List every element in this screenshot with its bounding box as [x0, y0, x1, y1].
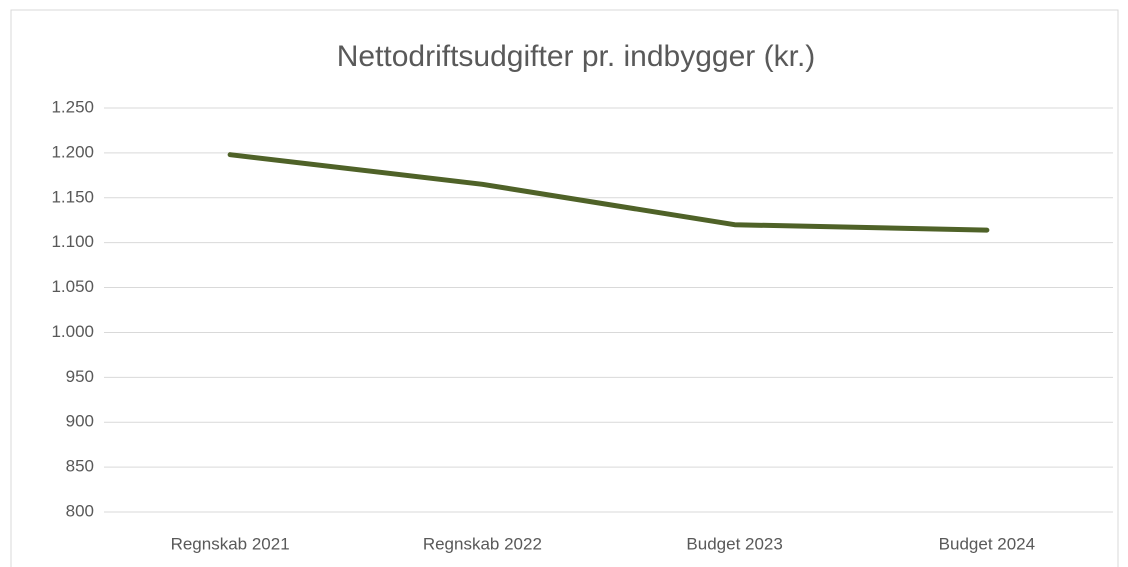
y-tick-label: 1.000: [51, 322, 94, 341]
x-tick-label: Budget 2023: [686, 534, 782, 553]
y-tick-label: 1.100: [51, 232, 94, 251]
y-tick-label: 1.050: [51, 277, 94, 296]
y-tick-label: 800: [66, 501, 94, 520]
y-tick-label: 1.250: [51, 97, 94, 116]
chart-frame: [10, 9, 1119, 567]
chart-title: Nettodriftsudgifter pr. indbygger (kr.): [337, 40, 816, 73]
y-tick-label: 900: [66, 412, 94, 431]
x-tick-label: Budget 2024: [939, 534, 1035, 553]
y-tick-label: 1.200: [51, 142, 94, 161]
x-tick-label: Regnskab 2022: [423, 534, 542, 553]
x-tick-label: Regnskab 2021: [171, 534, 290, 553]
y-tick-label: 850: [66, 457, 94, 476]
y-tick-label: 1.150: [51, 187, 94, 206]
data-line: [227, 152, 990, 233]
y-tick-label: 950: [66, 367, 94, 386]
